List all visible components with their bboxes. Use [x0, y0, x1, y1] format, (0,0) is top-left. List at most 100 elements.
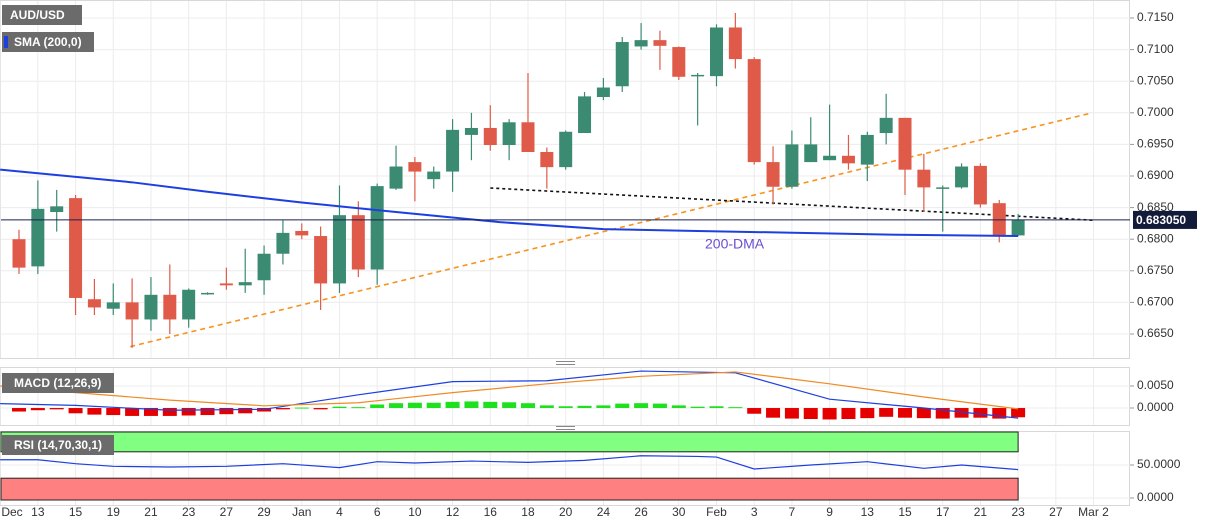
macd-bar	[879, 408, 894, 417]
candle-body	[464, 127, 478, 135]
x-tick-label: Mar 2	[1078, 505, 1109, 519]
candle-body	[615, 42, 629, 87]
macd-bar	[294, 407, 309, 409]
candle-body	[823, 155, 837, 161]
plot-layer: Dec 13 15 19 21 23 27 29 Jan 4 6 10 12 16 18 20 24 26 30 Fe…	[0, 1, 1197, 519]
candle-body	[804, 144, 818, 163]
macd-bar	[728, 407, 743, 409]
candle-body	[879, 117, 893, 134]
macd-bar	[162, 408, 177, 416]
candle-body	[785, 144, 799, 187]
candle-body	[276, 232, 290, 254]
candle-body	[295, 230, 309, 236]
x-tick-label: 23	[1011, 505, 1025, 519]
candle-body	[898, 117, 912, 170]
macd-bar	[784, 408, 799, 419]
x-tick-label: 21	[144, 505, 158, 519]
x-tick-label: 15	[69, 505, 83, 519]
macd-bar	[539, 405, 554, 409]
candle-body	[955, 166, 969, 188]
macd-bar	[407, 402, 422, 409]
candle-body	[973, 165, 987, 205]
macd-bar	[671, 405, 686, 409]
x-tick-label: 27	[1049, 505, 1063, 519]
macd-line	[0, 371, 1019, 410]
macd-bar	[483, 401, 498, 409]
candle-body	[144, 294, 158, 320]
macd-bar	[200, 408, 215, 416]
candle-body	[578, 96, 592, 134]
candle-body	[521, 122, 535, 152]
candle-body	[125, 302, 139, 320]
macd-bar	[238, 408, 253, 414]
macd-bar	[370, 404, 385, 409]
x-tick-label: 6	[374, 505, 381, 519]
candle-body	[50, 206, 64, 213]
rsi-line	[0, 455, 1019, 471]
legend-box	[2, 373, 114, 393]
candle-body	[446, 129, 460, 172]
x-tick-label: Jan	[292, 505, 311, 519]
candle-body	[12, 239, 26, 268]
candle-body	[351, 215, 365, 270]
macd-bar	[389, 403, 404, 409]
legend-swatch	[4, 36, 8, 48]
separator-grip[interactable]	[556, 361, 575, 430]
macd-bar	[181, 408, 196, 416]
macd-bar	[49, 408, 64, 410]
y-tick-label: 0.6750	[1137, 263, 1174, 277]
x-tick-label: 12	[446, 505, 460, 519]
y-tick-label: 0.7150	[1137, 10, 1174, 24]
macd-bar	[954, 408, 969, 418]
candle-body	[634, 40, 648, 47]
candle-body	[559, 131, 573, 168]
y-tick-label: 0.0000	[1137, 490, 1174, 504]
macd-bar	[313, 408, 328, 410]
macd-bar	[596, 405, 611, 409]
candle-body	[427, 171, 441, 180]
sma-line	[0, 168, 1019, 238]
candle-body	[201, 292, 215, 295]
candle-body	[408, 162, 422, 172]
macd-bar	[992, 408, 1007, 419]
x-tick-label: Dec	[1, 505, 22, 519]
candle-body	[596, 87, 610, 98]
macd-bar	[916, 408, 931, 419]
macd-bar	[520, 403, 535, 409]
macd-bar	[973, 408, 988, 418]
trend-line	[490, 187, 1094, 222]
macd-bar	[898, 408, 913, 418]
macd-bar	[615, 403, 630, 409]
y-tick-label: 0.6650	[1137, 326, 1174, 340]
macd-bar	[841, 408, 856, 420]
oversold-zone	[0, 477, 1019, 501]
y-tick-label: 0.6850	[1137, 200, 1174, 214]
candle-body	[747, 59, 761, 163]
x-tick-label: 3	[751, 505, 758, 519]
candle-body	[483, 127, 497, 146]
macd-bar	[106, 408, 121, 416]
x-tick-label: 17	[936, 505, 950, 519]
x-tick-label: 20	[559, 505, 573, 519]
candle-body	[332, 215, 346, 284]
macd-bar	[464, 401, 479, 409]
x-tick-label: 24	[597, 505, 611, 519]
macd-bar	[351, 407, 366, 409]
macd-bar	[143, 408, 158, 416]
candle-body	[860, 134, 874, 165]
x-tick-label: Feb	[706, 505, 727, 519]
y-tick-label: 0.7100	[1137, 42, 1174, 56]
macd-bar	[803, 408, 818, 420]
trend-line	[130, 112, 1090, 348]
candle-body	[936, 187, 950, 189]
candle-body	[257, 253, 271, 281]
candle-body	[106, 302, 120, 309]
x-tick-label: 4	[336, 505, 343, 519]
macd-bar	[822, 408, 837, 420]
macd-bar	[766, 408, 781, 418]
macd-bar	[426, 402, 441, 409]
candle-body	[370, 186, 384, 270]
macd-bar	[634, 403, 649, 409]
last-price-box	[1133, 210, 1197, 229]
